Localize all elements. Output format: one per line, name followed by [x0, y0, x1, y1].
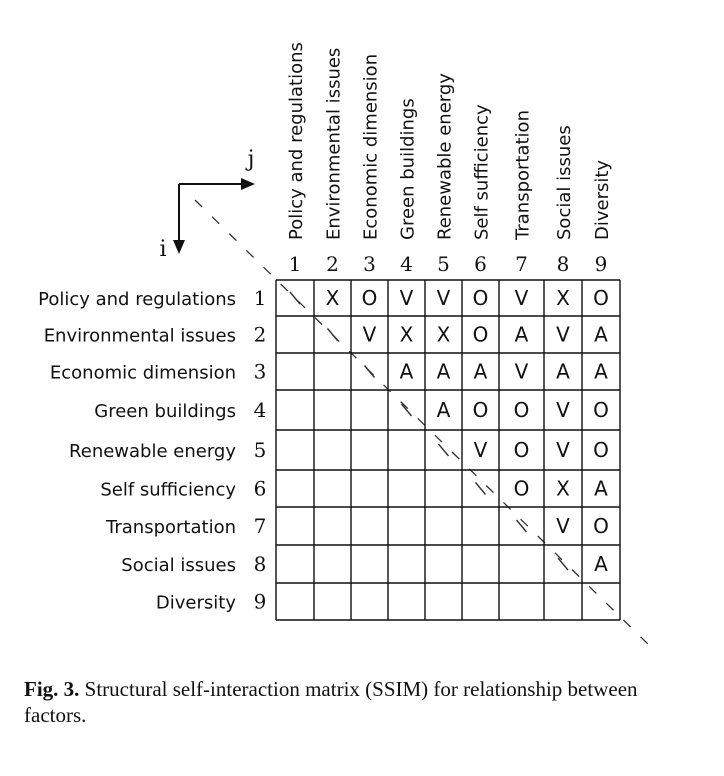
caption-text: Structural self-interaction matrix (SSIM… [24, 677, 638, 727]
row-index: 1 [254, 286, 267, 310]
matrix-cell-value: X [556, 477, 570, 501]
column-index: 7 [515, 252, 528, 276]
column-header: Renewable energy [435, 73, 456, 240]
column-header: Green buildings [398, 98, 419, 240]
j-axis-label: j [245, 147, 255, 172]
matrix-cell-value: V [556, 398, 570, 422]
matrix-cell-value: V [556, 514, 570, 538]
row-indices: 1 2 3 4 5 6 7 8 9 [254, 286, 267, 614]
column-index: 4 [400, 252, 413, 276]
matrix-cell-value: X [556, 286, 570, 310]
matrix-cell-value: O [362, 286, 378, 310]
matrix-cell-value: V [515, 360, 529, 384]
row-index: 2 [254, 323, 267, 347]
axes-indicator: j i [159, 147, 255, 262]
column-header: Diversity [592, 160, 613, 240]
column-index: 6 [474, 252, 487, 276]
diagonal-mark [515, 519, 528, 533]
matrix-cell-value: O [514, 477, 530, 501]
diagonal-mark [363, 365, 376, 378]
row-index: 4 [254, 398, 267, 422]
matrix-cells: X O V V O V X OV X X O A V AA A A V A AA O O V OV O V OO X AV OA [289, 286, 609, 576]
row-label: Self sufficiency [100, 480, 236, 501]
column-header: Economic dimension [361, 54, 382, 240]
matrix-cell-value: X [400, 323, 414, 347]
matrix-cell-value: V [437, 286, 451, 310]
matrix-cell-value: O [473, 286, 489, 310]
column-index: 9 [595, 252, 608, 276]
caption-label: Fig. 3. [24, 677, 80, 701]
column-header: Self sufficiency [472, 104, 493, 240]
matrix-cell-value: O [514, 398, 530, 422]
row-labels: Policy and regulations Environmental issu… [38, 289, 236, 614]
row-index: 3 [254, 360, 267, 384]
row-label: Diversity [156, 593, 236, 614]
diagonal-dashed-line [194, 199, 653, 649]
matrix-cell-value: O [514, 438, 530, 462]
matrix-cell-value: O [593, 438, 609, 462]
diagonal-mark [400, 403, 413, 417]
matrix-cell-value: V [400, 286, 414, 310]
matrix-grid [275, 279, 621, 621]
row-index: 9 [254, 590, 267, 614]
matrix-cell-value: A [437, 398, 451, 422]
matrix-cell-value: A [437, 360, 451, 384]
row-label: Renewable energy [69, 441, 236, 462]
column-header: Environmental issues [324, 48, 345, 240]
matrix-cell-value: A [474, 360, 488, 384]
diagonal-mark [326, 328, 339, 341]
row-index: 8 [254, 552, 267, 576]
matrix-cell-value: A [594, 552, 608, 576]
matrix-cell-value: A [594, 477, 608, 501]
column-header: Transportation [513, 110, 534, 241]
column-index: 5 [437, 252, 450, 276]
diagonal-mark [289, 291, 301, 305]
diagonal-mark [437, 443, 450, 457]
diagonal-mark [474, 482, 487, 495]
column-index: 8 [557, 252, 570, 276]
matrix-cell-value: A [400, 360, 414, 384]
figure-caption: Fig. 3. Structural self-interaction matr… [24, 676, 704, 728]
column-headers: Policy and regulations Environmental issu… [286, 42, 613, 241]
column-header: Social issues [554, 125, 575, 240]
row-index: 6 [254, 477, 267, 501]
column-index: 2 [326, 252, 339, 276]
row-label: Transportation [105, 517, 236, 538]
matrix-cell-value: O [593, 398, 609, 422]
row-label: Policy and regulations [38, 289, 236, 310]
i-arrowhead-icon [173, 240, 185, 254]
row-label: Green buildings [94, 401, 236, 422]
matrix-cell-value: O [473, 398, 489, 422]
matrix-cell-value: A [594, 360, 608, 384]
j-arrowhead-icon [241, 178, 255, 190]
column-header: Policy and regulations [286, 42, 307, 240]
row-label: Economic dimension [50, 363, 236, 384]
matrix-cell-value: V [363, 323, 377, 347]
matrix-cell-value: V [474, 438, 488, 462]
matrix-cell-value: V [515, 286, 529, 310]
matrix-cell-value: X [437, 323, 451, 347]
matrix-cell-value: O [593, 514, 609, 538]
matrix-cell-value: O [473, 323, 489, 347]
matrix-cell-value: A [515, 323, 529, 347]
row-label: Social issues [121, 555, 236, 576]
matrix-cell-value: X [326, 286, 340, 310]
diagonal-mark [557, 557, 569, 571]
matrix-cell-value: V [556, 323, 570, 347]
column-index: 1 [289, 252, 302, 276]
row-label: Environmental issues [44, 326, 236, 347]
matrix-cell-value: A [594, 323, 608, 347]
matrix-cell-value: V [556, 438, 570, 462]
matrix-cell-value: O [593, 286, 609, 310]
row-index: 7 [254, 514, 267, 538]
row-index: 5 [254, 438, 267, 462]
matrix-cell-value: A [556, 360, 570, 384]
i-axis-label: i [159, 237, 166, 262]
column-index: 3 [363, 252, 376, 276]
